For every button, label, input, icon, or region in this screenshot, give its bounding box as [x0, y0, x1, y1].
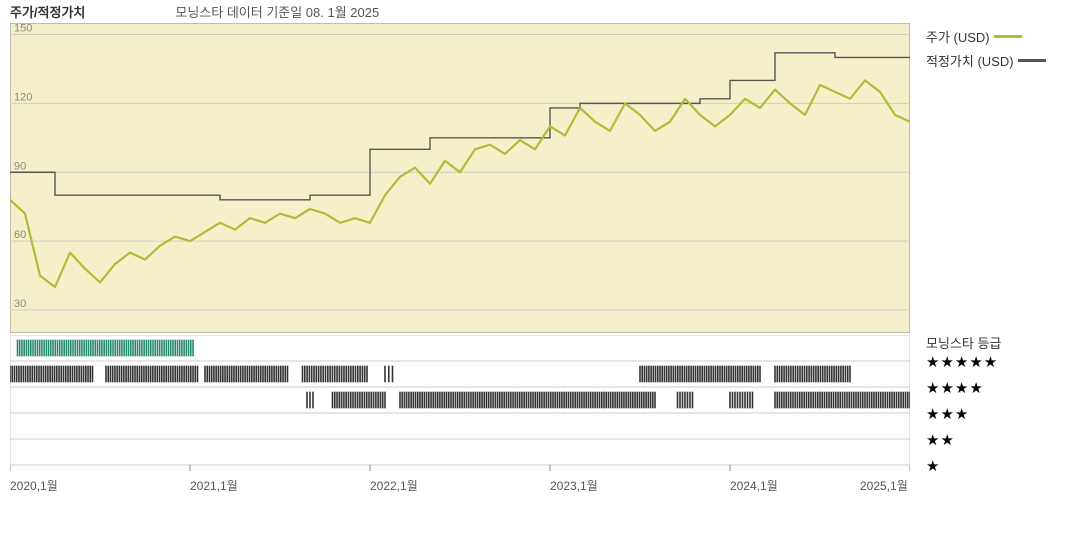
stars-row-3: ★★★	[926, 405, 969, 423]
legend-price: 주가 (USD)	[926, 27, 1022, 46]
xaxis-label: 2024,1월	[730, 477, 778, 494]
stars-row-5: ★★★★★	[926, 353, 998, 371]
legend-fairvalue-swatch	[1018, 59, 1046, 62]
svg-text:30: 30	[14, 298, 26, 310]
stars-row-2: ★★	[926, 431, 955, 449]
xaxis-label: 2021,1월	[190, 477, 238, 494]
rating-chart	[10, 335, 910, 473]
xaxis-label: 2022,1월	[370, 477, 418, 494]
xaxis-label: 2023,1월	[550, 477, 598, 494]
xaxis-label: 2025,1월	[860, 477, 908, 494]
rating-label: 모닝스타 등급	[926, 333, 1001, 352]
svg-text:90: 90	[14, 160, 26, 172]
svg-text:120: 120	[14, 91, 32, 103]
svg-text:60: 60	[14, 229, 26, 241]
stars-row-1: ★	[926, 457, 940, 475]
chart-subtitle: 모닝스타 데이터 기준일 08. 1월 2025	[175, 2, 379, 21]
legend-price-swatch	[994, 35, 1022, 38]
legend-fairvalue-label: 적정가치 (USD)	[926, 51, 1014, 70]
legend-price-label: 주가 (USD)	[926, 27, 990, 46]
xaxis-label: 2020,1월	[10, 477, 58, 494]
legend-fairvalue: 적정가치 (USD)	[926, 51, 1046, 70]
chart-area: 30 60 90 120 150 주가 (USD) 적정가치 (USD) 모닝스타 등급…	[10, 23, 1080, 473]
svg-text:150: 150	[14, 23, 32, 34]
price-chart: 30 60 90 120 150	[10, 23, 910, 333]
chart-title: 주가/적정가치	[10, 2, 85, 21]
stars-row-4: ★★★★	[926, 379, 984, 397]
